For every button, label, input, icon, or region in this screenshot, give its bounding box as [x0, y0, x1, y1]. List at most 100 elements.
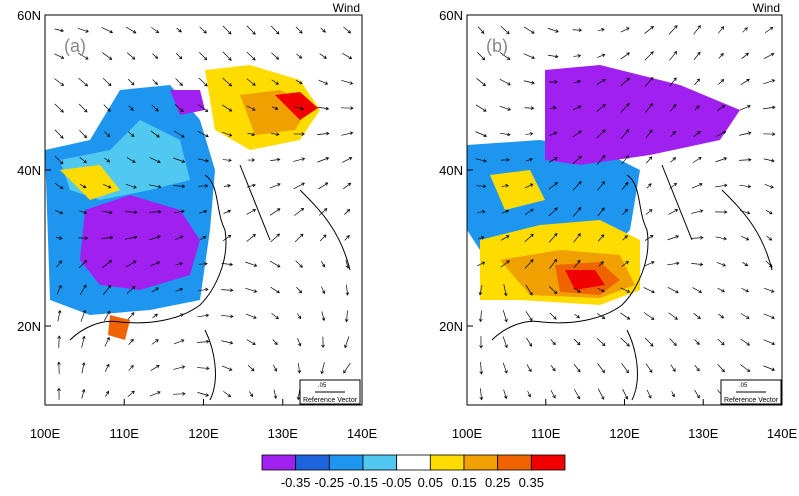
wind-arrow	[105, 390, 110, 397]
lon-tick-label: 100E	[30, 426, 61, 441]
wind-arrow	[101, 235, 114, 240]
lon-tick-label: 120E	[609, 426, 640, 441]
wind-arrow	[691, 183, 703, 189]
wind-arrow	[55, 236, 63, 240]
wind-arrow	[173, 184, 186, 189]
wind-arrow	[152, 313, 158, 319]
wind-arrow	[128, 338, 134, 345]
wind-arrow	[667, 286, 679, 294]
wind-arrow	[295, 79, 303, 85]
wind-arrow	[151, 287, 159, 293]
wind-arrow	[222, 51, 232, 61]
wind-arrow	[476, 184, 487, 189]
wind-arrow	[172, 391, 186, 396]
wind-arrow	[694, 105, 700, 111]
wind-arrow	[272, 106, 279, 110]
wind-arrow	[548, 182, 558, 190]
wind-arrow	[344, 235, 350, 241]
wind-arrow	[102, 284, 112, 295]
wind-arrow	[479, 362, 484, 375]
lon-tick-label: 110E	[110, 426, 140, 441]
wind-arrow	[526, 337, 533, 347]
wind-arrow	[246, 183, 256, 188]
wind-arrow	[152, 53, 159, 59]
panel-label: (b)	[486, 36, 508, 56]
wind-arrow	[54, 53, 65, 59]
wind-arrow	[741, 235, 750, 241]
wind-arrow	[151, 27, 160, 34]
reference-box	[720, 379, 782, 405]
wind-arrow	[317, 131, 330, 136]
wind-arrow	[79, 210, 88, 215]
wind-arrow	[764, 184, 774, 189]
wind-arrow	[764, 26, 774, 34]
wind-arrow	[175, 261, 183, 266]
wind-arrow	[502, 310, 508, 323]
wind-arrow	[127, 312, 135, 320]
wind-arrow	[295, 26, 303, 34]
lat-tick-label: 20N	[17, 319, 41, 334]
wind-arrow	[503, 389, 508, 400]
wind-arrow	[694, 339, 700, 345]
wind-arrow	[742, 261, 749, 267]
wind-arrow	[527, 391, 531, 398]
wind-arrow	[717, 364, 725, 373]
wind-arrow	[693, 313, 701, 320]
wind-arrow	[547, 27, 559, 33]
colorbar-box	[362, 454, 398, 471]
wind-arrow	[56, 284, 62, 295]
wind-arrow	[573, 338, 581, 346]
wind-arrow	[173, 130, 185, 138]
wind-arrow	[297, 363, 302, 374]
colorbar-label: -0.35	[281, 475, 311, 490]
wind-arrow	[763, 339, 776, 346]
wind-arrow	[270, 25, 280, 35]
wind-arrow	[150, 365, 160, 371]
wind-arrow	[222, 131, 233, 137]
wind-arrow	[269, 260, 281, 268]
wind-arrow	[668, 312, 678, 320]
wind-arrow	[221, 288, 234, 293]
wind-arrow	[694, 78, 700, 86]
wind-arrow	[645, 129, 653, 139]
wind-arrow	[175, 52, 183, 60]
wind-arrow	[127, 390, 135, 398]
lon-tick-label: 140E	[767, 426, 798, 441]
wind-arrow	[597, 288, 605, 293]
wind-arrow	[717, 338, 725, 346]
reference-label: Reference Vector	[303, 397, 358, 404]
wind-arrow	[55, 210, 64, 215]
wind-arrow	[572, 206, 582, 217]
colorbar-box	[497, 454, 532, 471]
wind-arrow	[550, 339, 556, 346]
wind-arrow	[739, 105, 751, 111]
wind-arrow	[173, 339, 185, 345]
wind-arrow	[198, 104, 209, 113]
wind-arrow	[101, 27, 114, 34]
wind-arrow	[620, 103, 630, 113]
wind-arrow	[669, 182, 678, 189]
wind-arrow	[644, 76, 654, 87]
colorbar-box	[328, 454, 364, 471]
wind-arrow	[57, 309, 62, 322]
wind-arrow	[175, 78, 183, 86]
wind-arrow	[479, 336, 483, 349]
wind-arrow	[597, 53, 606, 58]
wind-arrow	[597, 313, 606, 319]
wind-arrow	[78, 103, 88, 113]
wind-arrow	[477, 209, 486, 214]
wind-arrow	[716, 261, 726, 267]
wind-arrow	[269, 183, 281, 189]
wind-arrow	[644, 26, 654, 34]
wind-arrow	[221, 340, 234, 345]
colorbar-label: 0.05	[418, 475, 443, 490]
wind-arrow	[671, 391, 675, 398]
wind-arrow	[221, 262, 234, 267]
wind-arrow	[597, 388, 605, 400]
wind-arrow	[126, 52, 136, 60]
wind-arrow	[499, 52, 511, 60]
wind-arrow	[764, 287, 775, 293]
wind-arrow	[548, 54, 559, 59]
wind-arrow	[765, 260, 773, 268]
wind-arrow	[500, 158, 510, 162]
